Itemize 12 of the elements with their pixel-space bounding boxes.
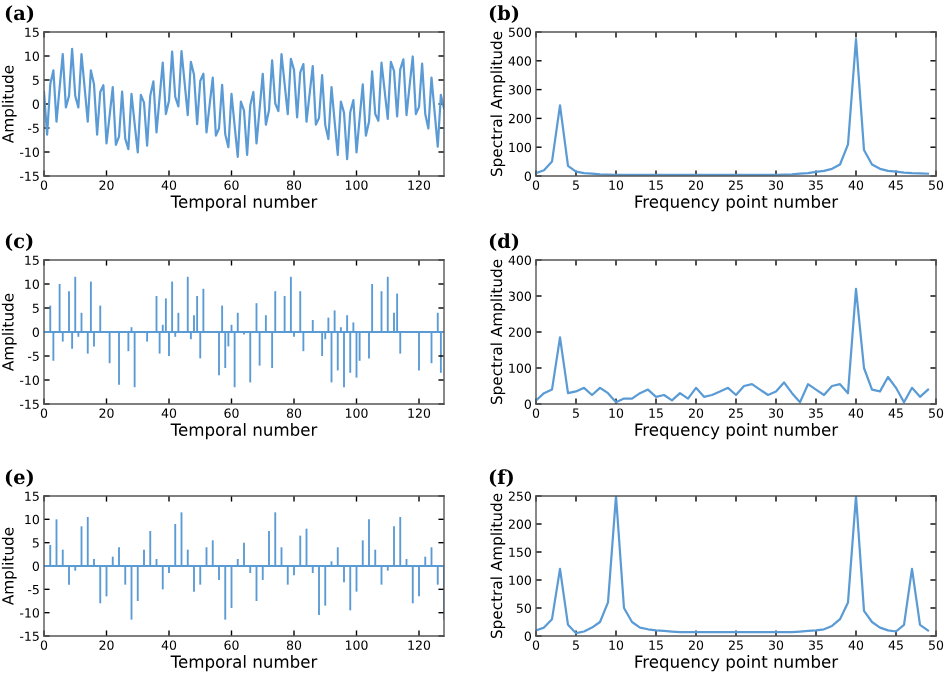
x-axis-title: Temporal number: [170, 423, 318, 440]
x-axis-title: Frequency point number: [635, 655, 839, 672]
x-axis-title: Temporal number: [170, 195, 318, 212]
x-axis-title: Temporal number: [170, 655, 318, 672]
chart-title: (e): [5, 469, 33, 487]
chart-title: (b): [489, 5, 519, 23]
chart-title: (c): [5, 233, 33, 251]
x-axis-title: Frequency point number: [635, 423, 839, 440]
x-axis-title: Frequency point number: [635, 195, 839, 212]
chart-title: (f): [489, 469, 513, 487]
chart-title: (a): [5, 5, 34, 23]
chart-title: (d): [489, 233, 519, 251]
